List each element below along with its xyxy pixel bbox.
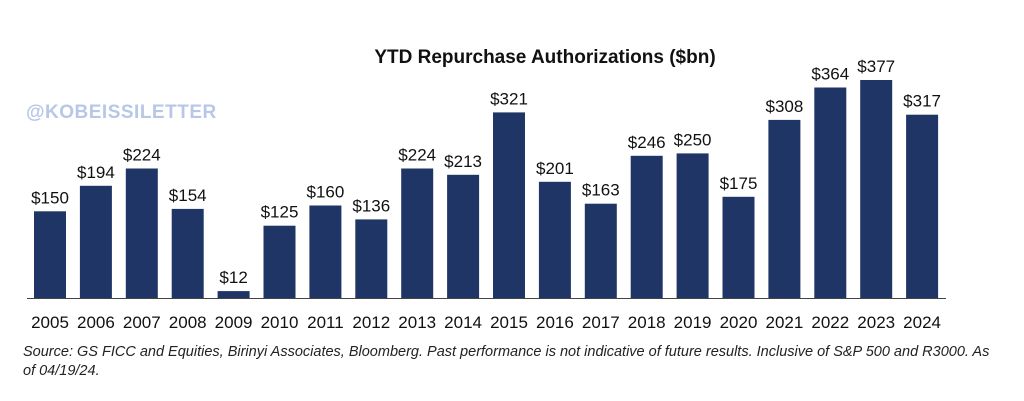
x-tick-2016: 2016: [536, 313, 574, 332]
bar-2014: [447, 174, 480, 298]
bar-2023: [860, 80, 893, 298]
data-label-2017: $163: [582, 181, 620, 200]
x-tick-2017: 2017: [582, 313, 620, 332]
x-tick-2020: 2020: [720, 313, 758, 332]
bar-2018: [630, 155, 663, 298]
source-note: Source: GS FICC and Equities, Birinyi As…: [23, 344, 990, 379]
bar-2020: [722, 196, 755, 298]
data-label-2012: $136: [352, 196, 390, 215]
data-label-2014: $213: [444, 152, 482, 171]
data-label-2021: $308: [765, 97, 803, 116]
bar-2008: [171, 208, 204, 298]
bar-2007: [125, 168, 158, 298]
data-label-2008: $154: [169, 186, 207, 205]
bar-2015: [493, 112, 525, 299]
x-tick-2024: 2024: [903, 313, 941, 332]
x-tick-2010: 2010: [261, 313, 299, 332]
bar-2012: [355, 219, 388, 298]
data-label-2009: $12: [219, 268, 247, 287]
x-tick-2005: 2005: [31, 313, 69, 332]
data-label-2022: $364: [811, 65, 849, 84]
bar-2016: [538, 181, 571, 298]
x-tick-2006: 2006: [77, 313, 115, 332]
data-label-2006: $194: [77, 163, 115, 182]
chart-title: YTD Repurchase Authorizations ($bn): [374, 47, 715, 68]
bars-group: [34, 80, 939, 299]
x-tick-2018: 2018: [628, 313, 666, 332]
x-tick-2014: 2014: [444, 313, 482, 332]
bar-2024: [906, 114, 939, 298]
bar-2011: [309, 205, 342, 298]
bar-2019: [676, 153, 709, 298]
bar-2021: [768, 119, 801, 299]
x-tick-2023: 2023: [857, 313, 895, 332]
data-label-2013: $224: [398, 146, 436, 165]
x-tick-2015: 2015: [490, 313, 528, 332]
data-label-2024: $317: [903, 92, 941, 111]
data-labels-group: $150 $194 $224 $154 $12 $125 $160 $136 $224 $213 $…: [31, 57, 941, 287]
x-tick-2009: 2009: [215, 313, 253, 332]
data-label-2007: $224: [123, 146, 161, 165]
bar-2009: [217, 291, 250, 298]
bar-2006: [79, 185, 112, 298]
x-tick-2019: 2019: [674, 313, 712, 332]
data-label-2005: $150: [31, 188, 69, 207]
x-tick-2011: 2011: [307, 313, 344, 332]
x-tick-2022: 2022: [811, 313, 849, 332]
x-tick-2013: 2013: [398, 313, 436, 332]
data-label-2020: $175: [720, 174, 758, 193]
bar-2005: [34, 211, 66, 298]
x-tick-2008: 2008: [169, 313, 207, 332]
x-tick-2007: 2007: [123, 313, 161, 332]
data-label-2015: $321: [490, 89, 528, 108]
x-tick-labels-group: 2005 2006 2007 2008 2009 2010 2011 2012 2013 2014…: [31, 313, 941, 332]
watermark-handle: @KOBEISSILETTER: [26, 102, 217, 123]
bar-2010: [263, 225, 296, 298]
x-tick-2012: 2012: [352, 313, 390, 332]
bar-2017: [584, 203, 617, 298]
bar-2013: [401, 168, 434, 298]
data-label-2023: $377: [857, 57, 895, 76]
data-label-2011: $160: [306, 183, 344, 202]
data-label-2018: $246: [628, 133, 666, 152]
data-label-2019: $250: [674, 130, 712, 149]
bar-2022: [814, 87, 847, 298]
data-label-2016: $201: [536, 159, 574, 178]
data-label-2010: $125: [261, 203, 299, 222]
x-tick-2021: 2021: [765, 313, 803, 332]
